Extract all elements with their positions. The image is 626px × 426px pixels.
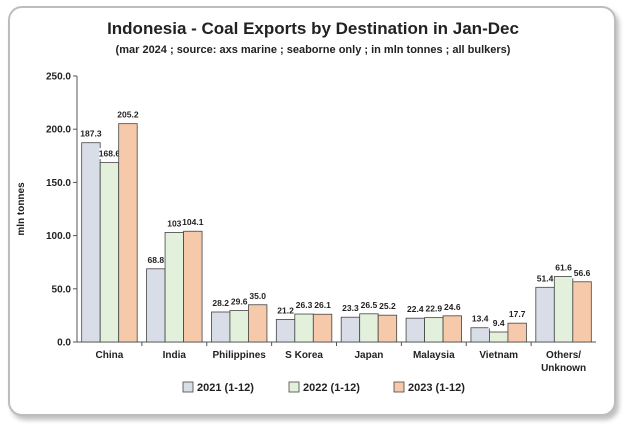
bar bbox=[340, 316, 361, 343]
data-label-bg bbox=[553, 261, 574, 273]
data-label-bg bbox=[423, 303, 445, 315]
bar bbox=[81, 142, 101, 343]
data-label: 68.8 bbox=[148, 255, 165, 265]
data-label-bg bbox=[571, 267, 593, 279]
data-label-bg bbox=[405, 303, 426, 315]
bar bbox=[442, 315, 462, 343]
data-label: 35.0 bbox=[249, 291, 266, 301]
data-label: 26.3 bbox=[296, 300, 313, 310]
bar bbox=[489, 331, 509, 343]
x-tick-label: China bbox=[96, 350, 124, 361]
bar bbox=[211, 311, 231, 343]
legend-label: 2022 (1-12) bbox=[303, 382, 360, 394]
data-label: 205.2 bbox=[117, 110, 139, 120]
y-tick-label: 250.0 bbox=[46, 72, 71, 83]
data-label: 51.4 bbox=[537, 273, 554, 283]
legend-label: 2021 (1-12) bbox=[197, 382, 254, 394]
data-label-bg bbox=[358, 299, 380, 311]
data-label-bg bbox=[80, 128, 102, 140]
bar bbox=[275, 319, 296, 343]
y-tick-label: 0.0 bbox=[57, 338, 71, 349]
data-label-bg bbox=[377, 300, 398, 312]
legend-swatch bbox=[288, 381, 300, 393]
data-label-bg bbox=[247, 290, 268, 302]
data-label: 22.4 bbox=[407, 304, 424, 314]
bar bbox=[229, 310, 249, 343]
y-tick-label: 200.0 bbox=[46, 125, 71, 136]
data-label-bg bbox=[210, 297, 231, 309]
legend-swatch bbox=[393, 381, 405, 393]
data-label-bg bbox=[275, 304, 296, 316]
bar bbox=[312, 313, 333, 343]
chart-title: Indonesia - Coal Exports by Destination … bbox=[107, 19, 519, 38]
data-label: 26.5 bbox=[361, 300, 378, 310]
data-label: 103 bbox=[167, 218, 181, 228]
bar bbox=[146, 268, 166, 343]
bar bbox=[535, 286, 555, 343]
data-label-bg bbox=[340, 302, 361, 314]
bar bbox=[164, 232, 184, 343]
bar bbox=[470, 327, 490, 343]
x-tick-label: Malaysia bbox=[413, 350, 455, 361]
data-label: 22.9 bbox=[426, 304, 443, 314]
bar bbox=[118, 123, 138, 343]
y-tick-label: 50.0 bbox=[52, 284, 72, 295]
bar bbox=[248, 304, 268, 343]
bar bbox=[99, 162, 120, 343]
bar bbox=[359, 313, 379, 343]
data-label-bg bbox=[182, 216, 204, 228]
legend-label: 2023 (1-12) bbox=[408, 382, 465, 394]
data-label: 168.6 bbox=[99, 149, 121, 159]
bar bbox=[294, 313, 314, 343]
y-axis-label: mln tonnes bbox=[16, 182, 27, 236]
x-tick-label: S Korea bbox=[285, 350, 323, 361]
data-label: 17.7 bbox=[509, 309, 526, 319]
data-label-bg bbox=[164, 217, 185, 229]
x-tick-label: Unknown bbox=[541, 363, 586, 374]
data-label-bg bbox=[99, 148, 120, 160]
data-label-bg bbox=[293, 299, 315, 311]
x-tick-label: Philippines bbox=[213, 350, 267, 361]
data-label-bg bbox=[145, 254, 167, 266]
data-label-bg bbox=[442, 301, 463, 313]
bar bbox=[183, 230, 203, 343]
data-label-bg bbox=[506, 308, 528, 320]
x-tick-label: Japan bbox=[354, 350, 383, 361]
x-tick-label: Others/ bbox=[546, 350, 581, 361]
data-label: 24.6 bbox=[444, 302, 461, 312]
data-label: 25.2 bbox=[379, 301, 396, 311]
data-label: 26.1 bbox=[314, 300, 331, 310]
data-label: 13.4 bbox=[472, 314, 489, 324]
chart-subtitle: (mar 2024 ; source: axs marine ; seaborn… bbox=[115, 44, 511, 56]
data-label-bg bbox=[228, 296, 250, 308]
bar bbox=[572, 281, 592, 343]
bar bbox=[424, 317, 444, 343]
data-label: 29.6 bbox=[231, 297, 248, 307]
x-tick-label: Vietnam bbox=[479, 350, 518, 361]
data-label-bg bbox=[534, 272, 556, 284]
y-tick-label: 100.0 bbox=[46, 231, 71, 242]
data-label-bg bbox=[469, 313, 491, 325]
legend-swatch bbox=[182, 381, 194, 393]
bar bbox=[507, 322, 527, 343]
data-label: 23.3 bbox=[342, 303, 359, 313]
bar bbox=[553, 276, 574, 343]
data-label: 104.1 bbox=[182, 217, 204, 227]
data-label: 56.6 bbox=[574, 268, 591, 278]
data-label-bg bbox=[312, 299, 333, 311]
data-label: 187.3 bbox=[80, 129, 102, 139]
x-tick-label: India bbox=[163, 350, 187, 361]
data-label: 28.2 bbox=[212, 298, 229, 308]
data-label-bg bbox=[117, 109, 139, 121]
y-tick-label: 150.0 bbox=[46, 178, 71, 189]
data-label-bg bbox=[488, 317, 509, 329]
bar bbox=[377, 314, 398, 343]
data-label: 21.2 bbox=[277, 305, 294, 315]
bar bbox=[405, 317, 425, 343]
data-label: 9.4 bbox=[493, 318, 505, 328]
data-label: 61.6 bbox=[555, 262, 572, 272]
